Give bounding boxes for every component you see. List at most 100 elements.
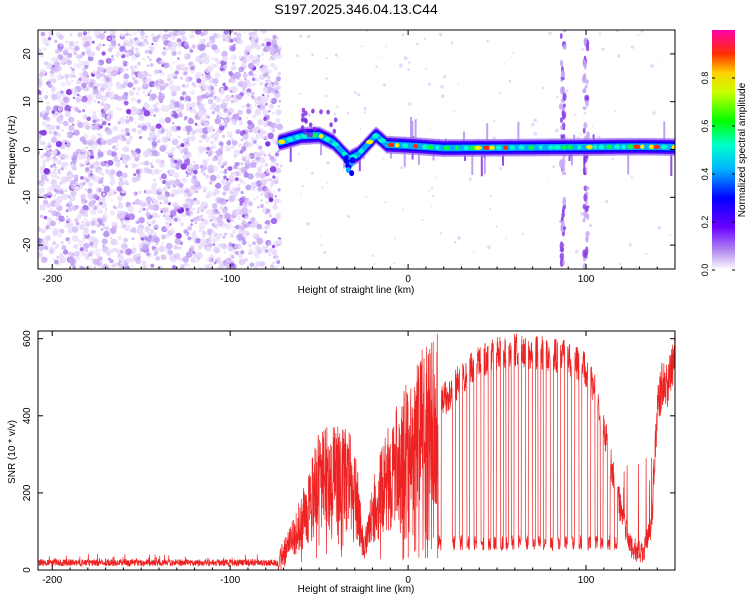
ridge-core: [593, 144, 598, 150]
noise-blob: [250, 54, 255, 60]
noise-blob: [267, 242, 272, 246]
noise-blob: [89, 194, 93, 198]
noise-blob: [262, 245, 267, 250]
noise-blob: [214, 232, 221, 240]
noise-blob: [228, 190, 232, 195]
noise-blob: [199, 164, 204, 169]
ridge-spike: [502, 147, 504, 166]
vertical-streak-blob: [559, 117, 564, 123]
faint-blob: [440, 94, 445, 98]
noise-blob: [56, 74, 63, 81]
noise-blob: [55, 140, 63, 148]
noise-blob: [231, 78, 236, 84]
noise-blob: [117, 203, 124, 209]
noise-blob: [185, 83, 190, 88]
noise-blob: [236, 32, 242, 39]
noise-blob: [156, 69, 160, 74]
noise-blob: [43, 61, 47, 65]
noise-blob: [255, 62, 260, 66]
noise-blob: [88, 82, 94, 88]
noise-blob: [111, 40, 117, 46]
noise-blob: [164, 116, 172, 124]
noise-blob: [222, 64, 228, 70]
ridge-core: [518, 145, 525, 150]
noise-blob: [188, 54, 191, 58]
vertical-streak-blob: [562, 92, 567, 102]
noise-blob: [272, 204, 278, 210]
noise-blob: [79, 208, 85, 214]
noise-blob: [189, 89, 195, 95]
noise-blob: [90, 125, 94, 129]
noise-blob: [97, 43, 103, 48]
noise-blob: [171, 47, 176, 52]
noise-blob: [82, 114, 87, 120]
noise-blob: [178, 246, 182, 250]
noise-blob: [275, 76, 281, 82]
noise-blob: [125, 32, 129, 37]
noise-blob: [268, 57, 272, 61]
faint-blob: [279, 164, 283, 168]
noise-blob: [144, 226, 151, 232]
noise-blob: [61, 193, 68, 200]
faint-blob: [438, 32, 443, 37]
noise-blob: [173, 217, 178, 222]
faint-blob: [473, 250, 476, 253]
noise-blob: [59, 228, 65, 234]
vertical-streak-blob: [562, 205, 565, 213]
noise-blob: [221, 33, 228, 40]
noise-blob: [277, 105, 280, 108]
noise-blob: [255, 58, 261, 63]
faint-blob: [416, 42, 419, 46]
noise-blob: [196, 251, 203, 259]
noise-blob: [163, 228, 167, 232]
faint-blob: [439, 232, 442, 235]
faint-blob: [645, 252, 648, 255]
noise-blob: [97, 149, 101, 152]
noise-blob: [228, 71, 233, 76]
noise-blob: [38, 193, 41, 197]
noise-blob: [42, 115, 48, 120]
noise-blob: [87, 188, 93, 194]
noise-blob: [129, 257, 135, 263]
noise-blob: [67, 228, 73, 234]
noise-blob: [57, 94, 62, 100]
noise-blob: [65, 40, 69, 44]
noise-blob: [192, 169, 198, 175]
noise-blob: [202, 219, 209, 225]
noise-blob: [115, 162, 121, 168]
noise-blob: [69, 74, 75, 79]
noise-blob: [83, 68, 87, 72]
noise-blob: [164, 191, 168, 194]
faint-blob: [591, 126, 594, 128]
faint-blob: [429, 128, 431, 130]
vertical-streak-blob: [562, 167, 566, 172]
noise-blob: [64, 73, 70, 79]
faint-blob: [305, 222, 310, 226]
noise-blob: [83, 229, 90, 236]
noise-blob: [64, 142, 68, 145]
ridge-core: [295, 134, 301, 140]
noise-blob: [246, 232, 250, 236]
noise-blob: [103, 251, 106, 254]
noise-blob: [209, 218, 213, 222]
noise-blob: [123, 73, 130, 80]
noise-blob: [269, 49, 276, 56]
noise-blob: [135, 47, 139, 52]
noise-blob: [238, 39, 243, 45]
noise-blob: [151, 172, 154, 176]
noise-blob: [71, 70, 76, 75]
vertical-streak-blob: [560, 86, 565, 95]
noise-blob: [130, 72, 135, 77]
noise-blob: [84, 41, 91, 47]
noise-blob: [148, 131, 156, 139]
noise-blob: [273, 190, 276, 193]
noise-blob: [60, 240, 65, 245]
noise-blob: [44, 246, 49, 251]
noise-blob: [48, 210, 51, 213]
noise-blob: [193, 161, 196, 164]
ridge-core: [286, 137, 294, 142]
noise-blob: [191, 178, 198, 185]
noise-blob: [200, 118, 206, 124]
faint-blob: [499, 91, 502, 94]
